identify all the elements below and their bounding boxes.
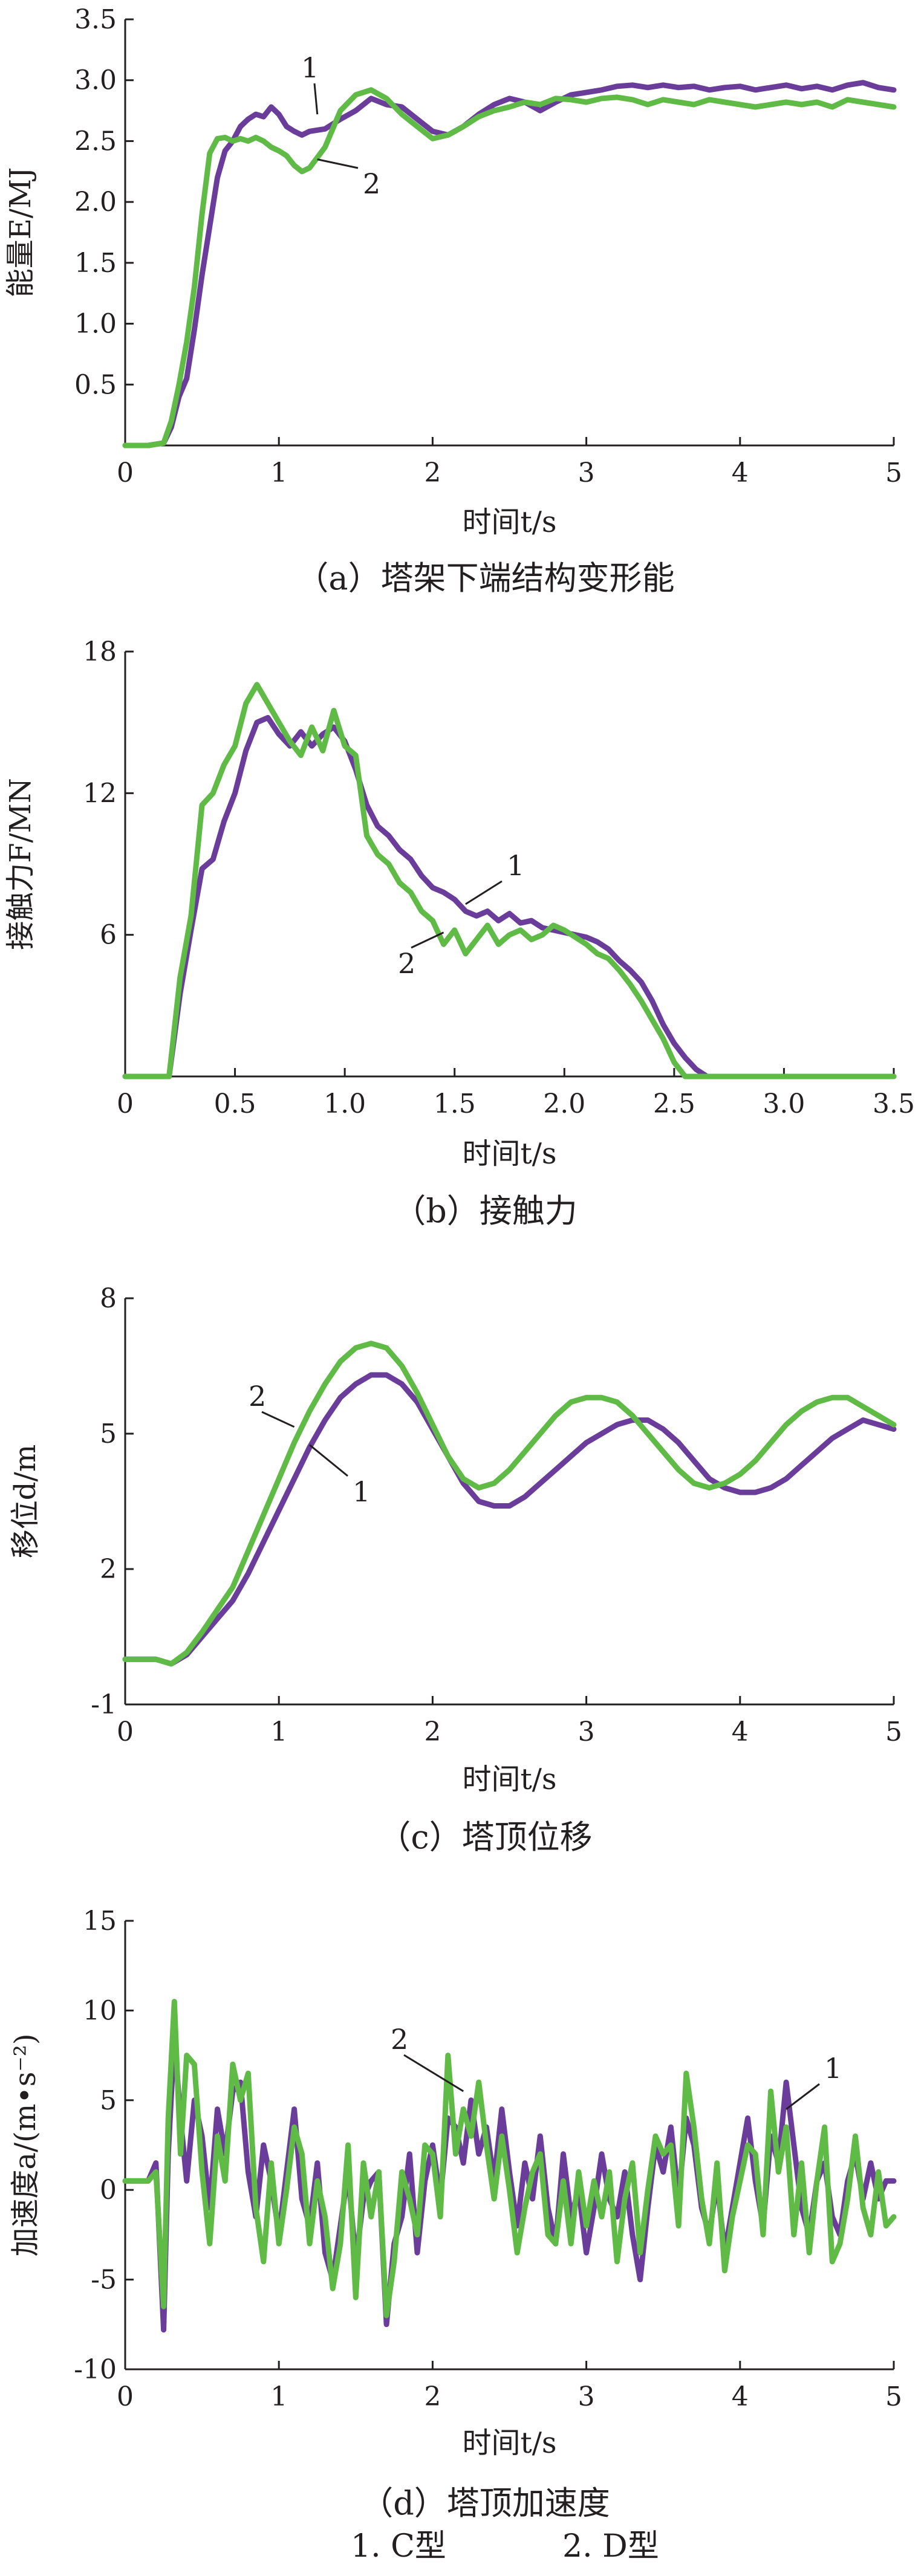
x-tick-label: 2.0	[543, 1089, 585, 1119]
y-tick-label: 5	[100, 2085, 117, 2116]
callout-leader-1	[309, 1444, 348, 1477]
x-tick-label: 3	[578, 1717, 595, 1747]
x-tick-label: 0	[117, 458, 134, 488]
x-tick-label: 0	[117, 1717, 134, 1747]
chart-panel-3: 0 1 2 3 4 5 -1 2 5 8 时间t/s 移位d/m 1 2 （c）塔顶位移	[8, 1283, 902, 1856]
callout-label-2: 2	[398, 947, 415, 980]
series-1-line	[122, 1372, 897, 1667]
x-tick-label: 3.5	[873, 1089, 915, 1119]
y-tick-label: 1.0	[74, 309, 117, 340]
x-tick-label: 1.5	[434, 1089, 476, 1119]
y-tick-label: 10	[83, 1995, 117, 2026]
x-tick-label: 4	[732, 1717, 749, 1747]
y-tick-label: 1.5	[74, 248, 117, 279]
y-tick-label: 2.5	[74, 126, 117, 157]
y-tick-label: 0.5	[74, 369, 117, 400]
y-tick-label: 3.5	[74, 4, 117, 35]
panel-caption: （b）接触力	[393, 1192, 578, 1230]
y-tick-label: -5	[91, 2265, 117, 2296]
callout-label-1: 1	[301, 51, 319, 84]
x-axis-label: 时间t/s	[462, 2426, 556, 2460]
x-tick-label: 5	[885, 1717, 902, 1747]
panel-caption: （a）塔架下端结构变形能	[296, 559, 674, 597]
y-axis-label: 移位d/m	[8, 1445, 42, 1558]
callout-label-2: 2	[391, 2023, 408, 2056]
series-1-line	[122, 714, 897, 1079]
y-axis-label: 能量E/MJ	[4, 167, 37, 298]
chart-panel-4: 0 1 2 3 4 5 -10 -5 0 5 10 15 时间t/s 加速度a/(m•s⁻²) 2 1 （d）塔…	[8, 1906, 902, 2522]
callout-leader-1	[313, 83, 319, 115]
x-axis-label: 时间t/s	[462, 1137, 556, 1171]
y-axis-label: 接触力F/MN	[4, 778, 37, 950]
panel-caption: （c）塔顶位移	[378, 1818, 592, 1856]
y-tick-label: 2.0	[74, 187, 117, 218]
x-tick-label: 5	[885, 2381, 902, 2412]
callout-label-1: 1	[824, 2052, 842, 2085]
x-tick-label: 2	[424, 2381, 441, 2412]
chart-panel-1: 0 1 2 3 4 5 0.5 1.0 1.5 2.0 2.5 3.0 3.5 时间t/s 能量E/MJ 1 2…	[4, 4, 902, 597]
x-tick-label: 3	[578, 2381, 595, 2412]
y-tick-label: 5	[100, 1419, 117, 1449]
callout-label-1: 1	[507, 849, 524, 882]
callout-leader-2	[317, 158, 359, 169]
x-tick-label: 0	[117, 1089, 134, 1119]
y-tick-label: -1	[91, 1689, 117, 1720]
y-tick-label: 8	[100, 1283, 117, 1314]
panel-caption: （d）塔顶加速度	[360, 2484, 610, 2522]
y-tick-label: 6	[100, 920, 117, 951]
x-tick-label: 5	[885, 458, 902, 488]
x-tick-label: 1	[270, 2381, 287, 2412]
x-axis-label: 时间t/s	[462, 1762, 556, 1796]
series-2-line	[122, 87, 897, 448]
callout-label-2: 2	[363, 167, 380, 200]
series-2-line	[122, 1999, 897, 2319]
x-tick-label: 4	[732, 458, 749, 488]
x-tick-label: 3	[578, 458, 595, 488]
series-1-line	[122, 80, 897, 448]
series-2-line	[122, 1341, 897, 1667]
callout-label-1: 1	[353, 1475, 370, 1508]
y-tick-label: 3.0	[74, 65, 117, 96]
callout-leader-2	[411, 931, 444, 949]
x-tick-label: 1.0	[324, 1089, 366, 1119]
callout-leader-2	[261, 1411, 295, 1428]
y-tick-label: -10	[74, 2354, 117, 2385]
x-tick-label: 1	[270, 458, 287, 488]
series-2-line	[122, 682, 897, 1079]
x-tick-label: 2	[424, 458, 441, 488]
y-tick-label: 2	[100, 1554, 117, 1585]
legend-item-d-type: 2. D型	[562, 2528, 659, 2565]
x-tick-label: 2	[424, 1717, 441, 1747]
x-tick-label: 3.0	[763, 1089, 805, 1119]
y-tick-label: 0	[100, 2175, 117, 2205]
x-tick-label: 2.5	[653, 1089, 695, 1119]
callout-leader-1	[465, 880, 503, 905]
x-tick-label: 4	[732, 2381, 749, 2412]
y-axis-label: 加速度a/(m•s⁻²)	[8, 2033, 42, 2256]
legend-item-c-type: 1. C型	[351, 2528, 446, 2565]
y-tick-label: 12	[83, 778, 117, 809]
callout-leader-1	[786, 2083, 820, 2110]
y-tick-label: 18	[83, 636, 117, 667]
callout-leader-2	[403, 2054, 464, 2092]
x-tick-label: 1	[270, 1717, 287, 1747]
x-tick-label: 0	[117, 2381, 134, 2412]
x-tick-label: 0.5	[214, 1089, 256, 1119]
x-axis-label: 时间t/s	[462, 505, 556, 539]
callout-label-2: 2	[249, 1380, 266, 1413]
y-tick-label: 15	[83, 1906, 117, 1937]
